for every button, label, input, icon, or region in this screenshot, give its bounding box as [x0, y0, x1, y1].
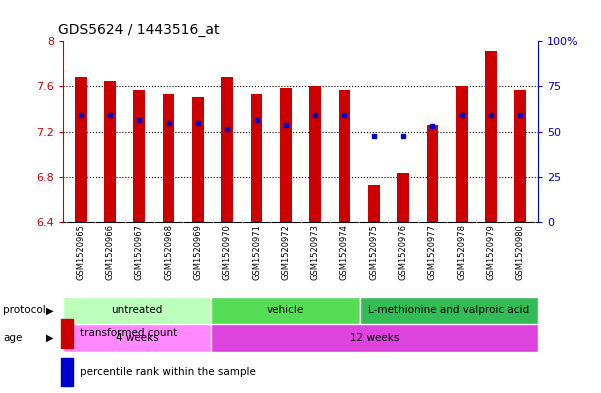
- Bar: [104, 81, 116, 222]
- Bar: [75, 77, 87, 222]
- Text: untreated: untreated: [112, 305, 163, 316]
- Bar: [310, 86, 321, 222]
- Text: GSM1520979: GSM1520979: [486, 224, 495, 280]
- Bar: [212, 297, 360, 324]
- Text: GSM1520971: GSM1520971: [252, 224, 261, 280]
- Bar: [133, 90, 145, 222]
- Bar: [63, 297, 212, 324]
- Text: GSM1520980: GSM1520980: [516, 224, 525, 280]
- Text: 4 weeks: 4 weeks: [116, 333, 159, 343]
- Text: GDS5624 / 1443516_at: GDS5624 / 1443516_at: [58, 24, 220, 37]
- Text: ▶: ▶: [46, 305, 53, 316]
- Bar: [192, 97, 204, 222]
- Text: ▶: ▶: [46, 333, 53, 343]
- Text: 12 weeks: 12 weeks: [350, 333, 400, 343]
- Bar: [368, 185, 380, 222]
- Text: GSM1520972: GSM1520972: [281, 224, 290, 280]
- Bar: [251, 94, 263, 222]
- Text: GSM1520965: GSM1520965: [76, 224, 85, 280]
- Text: vehicle: vehicle: [267, 305, 304, 316]
- Text: GSM1520969: GSM1520969: [194, 224, 203, 280]
- Text: age: age: [3, 333, 22, 343]
- Text: protocol: protocol: [3, 305, 46, 316]
- Text: GSM1520970: GSM1520970: [223, 224, 232, 280]
- Bar: [360, 297, 538, 324]
- Bar: [338, 90, 350, 222]
- Bar: [485, 51, 497, 222]
- Text: GSM1520967: GSM1520967: [135, 224, 144, 280]
- Bar: [280, 88, 291, 222]
- Text: GSM1520974: GSM1520974: [340, 224, 349, 280]
- Bar: [61, 319, 73, 347]
- Text: percentile rank within the sample: percentile rank within the sample: [81, 367, 256, 377]
- Bar: [163, 94, 174, 222]
- Text: GSM1520968: GSM1520968: [164, 224, 173, 280]
- Text: GSM1520978: GSM1520978: [457, 224, 466, 280]
- Bar: [212, 324, 538, 352]
- Bar: [221, 77, 233, 222]
- Text: transformed count: transformed count: [81, 328, 177, 338]
- Bar: [63, 324, 212, 352]
- Bar: [514, 90, 526, 222]
- Text: GSM1520966: GSM1520966: [106, 224, 115, 280]
- Text: GSM1520977: GSM1520977: [428, 224, 437, 280]
- Bar: [61, 358, 73, 386]
- Text: GSM1520975: GSM1520975: [369, 224, 378, 280]
- Bar: [456, 86, 468, 222]
- Text: GSM1520973: GSM1520973: [311, 224, 320, 280]
- Bar: [427, 125, 438, 222]
- Text: GSM1520976: GSM1520976: [398, 224, 407, 280]
- Bar: [397, 173, 409, 222]
- Text: L-methionine and valproic acid: L-methionine and valproic acid: [368, 305, 529, 316]
